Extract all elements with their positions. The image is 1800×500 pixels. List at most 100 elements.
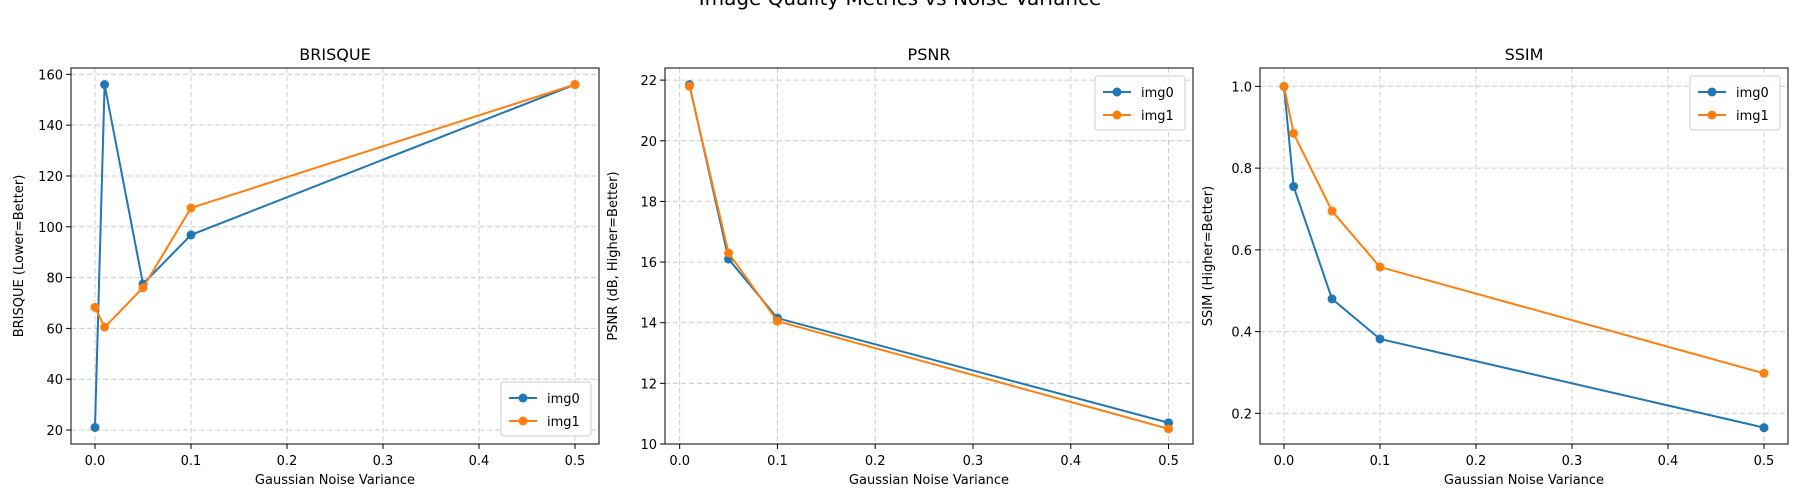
data-point-img1: [724, 248, 734, 258]
data-point-img0: [100, 80, 110, 90]
legend-label-img1: img1: [1141, 109, 1174, 124]
data-point-img0: [1759, 423, 1769, 433]
data-point-img1: [138, 283, 148, 293]
y-axis-label: PSNR (dB, Higher=Better): [606, 171, 621, 340]
data-point-img1: [90, 302, 100, 312]
y-tick-label: 80: [46, 272, 63, 287]
legend-marker-img0: [518, 393, 528, 403]
y-tick-label: 160: [38, 68, 63, 83]
chart-ssim: 0.0 0.1 0.2 0.3 0.4 0.5 0.2 0.4 0.6 0.8 1.0 SSIM Gau…: [1201, 45, 1789, 488]
data-point-img1: [186, 203, 196, 213]
legend-marker-img1: [1707, 110, 1717, 120]
legend-marker-img0: [1707, 87, 1717, 97]
x-tick-label: 0.2: [865, 454, 886, 469]
series-line-img1: [688, 85, 1169, 430]
x-axis-ticks: 0.0 0.1 0.2 0.3 0.4 0.5: [1274, 444, 1775, 469]
data-point-img0: [186, 230, 196, 240]
data-point-img1: [100, 322, 110, 332]
x-tick-label: 0.3: [1562, 454, 1583, 469]
y-tick-label: 140: [38, 119, 63, 134]
legend-label-img0: img0: [1736, 86, 1769, 101]
legend-label-img0: img0: [1141, 86, 1174, 101]
x-axis-ticks: 0.0 0.1 0.2 0.3 0.4 0.5: [669, 444, 1179, 469]
legend-marker-img0: [1112, 87, 1122, 97]
data-point-img0: [1375, 334, 1385, 344]
x-tick-label: 0.5: [1158, 454, 1179, 469]
legend-label-img1: img1: [1736, 109, 1769, 124]
x-tick-label: 0.2: [277, 454, 298, 469]
legend-label-img0: img0: [547, 392, 580, 407]
x-tick-label: 0.4: [469, 454, 490, 469]
y-tick-label: 0.6: [1231, 244, 1252, 259]
y-axis-ticks: 10 12 14 16 18 20 22: [640, 74, 665, 453]
y-tick-label: 100: [38, 221, 63, 236]
legend: img0 img1: [1094, 75, 1186, 131]
x-tick-label: 0.3: [373, 454, 394, 469]
series-line-img0: [94, 83, 576, 428]
series-img1: [90, 80, 580, 332]
y-axis-ticks: 0.2 0.4 0.6 0.8 1.0: [1231, 80, 1260, 422]
data-point-img1: [1279, 81, 1289, 91]
y-tick-label: 12: [640, 377, 657, 392]
y-axis-label: BRISQUE (Lower=Better): [12, 175, 27, 338]
legend: img0 img1: [1689, 75, 1781, 131]
x-tick-label: 0.1: [181, 454, 202, 469]
chart-brisque: 0.0 0.1 0.2 0.3 0.4 0.5 20 40 60 80 100 120 140 160 BR…: [12, 45, 600, 488]
chart-title: SSIM: [1505, 45, 1544, 64]
x-axis-label: Gaussian Noise Variance: [1444, 473, 1604, 488]
figure-suptitle: Image Quality Metrics vs Noise Variance: [699, 0, 1102, 10]
legend-marker-img1: [518, 416, 528, 426]
chart-title: PSNR: [908, 45, 951, 64]
chart-title: BRISQUE: [299, 45, 370, 64]
data-point-img1: [1375, 262, 1385, 272]
y-tick-label: 10: [640, 438, 657, 453]
y-tick-label: 0.2: [1231, 407, 1252, 422]
y-tick-label: 20: [46, 424, 63, 439]
data-point-img1: [1327, 206, 1337, 216]
data-point-img1: [684, 81, 694, 91]
subplots: 0.0 0.1 0.2 0.3 0.4 0.5 20 40 60 80 100 120 140 160 BR…: [12, 45, 1789, 488]
y-tick-label: 60: [46, 322, 63, 337]
x-tick-label: 0.0: [85, 454, 106, 469]
data-point-img1: [1164, 424, 1174, 434]
series-img0: [684, 80, 1174, 428]
series-line-img1: [94, 83, 576, 329]
x-axis-ticks: 0.0 0.1 0.2 0.3 0.4 0.5: [85, 444, 586, 469]
series-img1: [684, 81, 1174, 434]
x-tick-label: 0.2: [1466, 454, 1487, 469]
x-tick-label: 0.4: [1060, 454, 1081, 469]
x-tick-label: 0.5: [565, 454, 586, 469]
y-tick-label: 1.0: [1231, 80, 1252, 95]
data-point-img1: [772, 316, 782, 326]
legend-marker-img1: [1112, 110, 1122, 120]
x-tick-label: 0.5: [1754, 454, 1775, 469]
data-point-img1: [570, 80, 580, 90]
data-point-img0: [1327, 294, 1337, 304]
x-tick-label: 0.0: [669, 454, 690, 469]
legend-label-img1: img1: [547, 415, 580, 430]
x-axis-label: Gaussian Noise Variance: [255, 473, 415, 488]
axes-frame: [70, 67, 600, 445]
x-tick-label: 0.3: [963, 454, 984, 469]
y-tick-label: 16: [640, 256, 657, 271]
axes-frame: [664, 67, 1194, 445]
y-tick-label: 120: [38, 170, 63, 185]
data-point-img1: [1289, 128, 1299, 138]
series-line-img0: [1283, 86, 1765, 429]
x-tick-label: 0.1: [767, 454, 788, 469]
y-tick-label: 40: [46, 373, 63, 388]
y-tick-label: 0.4: [1231, 326, 1252, 341]
data-point-img1: [1759, 368, 1769, 378]
x-tick-label: 0.0: [1274, 454, 1295, 469]
chart-psnr: 0.0 0.1 0.2 0.3 0.4 0.5 10 12 14 16 18 20 22 PSNR Gaus…: [606, 45, 1194, 488]
y-tick-label: 0.8: [1231, 162, 1252, 177]
x-tick-label: 0.1: [1370, 454, 1391, 469]
data-point-img0: [90, 422, 100, 432]
axes-frame: [1259, 67, 1789, 445]
y-axis-ticks: 20 40 60 80 100 120 140 160: [38, 68, 71, 439]
y-tick-label: 18: [640, 195, 657, 210]
y-axis-label: SSIM (Higher=Better): [1201, 186, 1216, 326]
series-line-img0: [688, 84, 1169, 424]
legend: img0 img1: [500, 381, 592, 437]
